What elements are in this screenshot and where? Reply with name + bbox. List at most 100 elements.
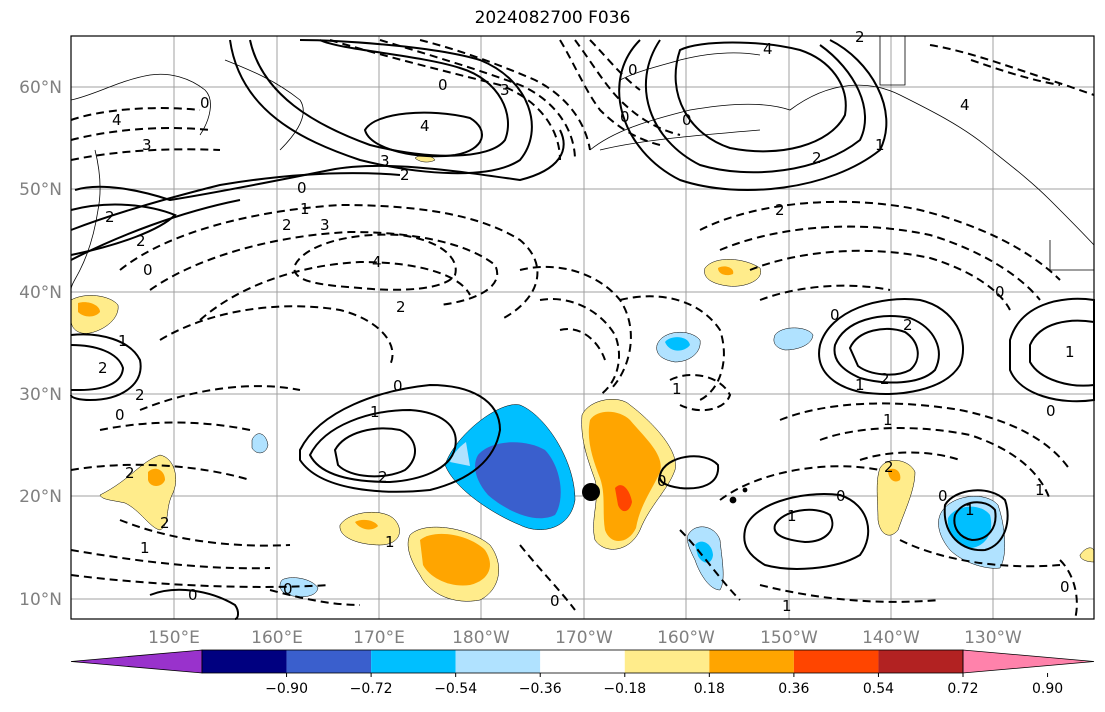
- contour-label: 2: [135, 386, 145, 404]
- lat-label: 40°N: [19, 283, 62, 303]
- colorbar-label: 0.36: [778, 681, 809, 697]
- lon-label: 150°W: [760, 628, 818, 648]
- contour-label: 0: [200, 94, 210, 112]
- contour-label: 0: [550, 592, 560, 610]
- contours-negative: [70, 39, 1095, 620]
- contour-label: 0: [628, 61, 638, 79]
- contour-label: 1: [1035, 481, 1045, 499]
- contour-label: 2: [98, 359, 108, 377]
- colorbar-label: −0.18: [603, 681, 646, 697]
- contour-label: 2: [160, 514, 170, 532]
- colorbar-label: 0.90: [1032, 681, 1063, 697]
- lon-label: 170°W: [555, 628, 613, 648]
- contour-label: 0: [297, 179, 307, 197]
- lat-label: 60°N: [19, 78, 62, 98]
- contour-label: 2: [125, 464, 135, 482]
- colorbar-label: −0.90: [265, 681, 308, 697]
- contour-label: 1: [672, 380, 682, 398]
- coastlines: [70, 36, 1095, 504]
- lon-label: 180°W: [452, 628, 510, 648]
- contour-label: 1: [883, 411, 893, 429]
- contour-label: 1: [385, 533, 395, 551]
- contour-label: 0: [938, 487, 948, 505]
- contour-label: 2: [400, 166, 410, 184]
- map-panel: 4 4 2 2 3 2 0 1 2 3 4 2 2 2 3 0 4 1 2 2 …: [70, 28, 1095, 620]
- contour-label: 0: [188, 586, 198, 604]
- contour-label: 1: [370, 403, 380, 421]
- colorbar-extension-high: [962, 649, 1095, 674]
- contour-labels: 4 4 2 2 3 2 0 1 2 3 4 2 2 2 3 0 4 1 2 2 …: [98, 28, 1075, 615]
- contour-label: 0: [115, 406, 125, 424]
- contour-label: 0: [830, 306, 840, 324]
- colorbar: −0.90 −0.72 −0.54 −0.36 −0.18 0.18 0.36 0.54 0.7…: [70, 649, 1095, 697]
- contour-label: 4: [763, 40, 773, 58]
- contour-label: 1: [855, 376, 865, 394]
- contour-label: 1: [875, 136, 885, 154]
- contour-label: 1: [300, 200, 310, 218]
- colorbar-label: −0.36: [519, 681, 562, 697]
- colorbar-segment: [286, 650, 372, 673]
- contour-label: 1: [140, 539, 150, 557]
- contour-label: 2: [884, 458, 894, 476]
- contour-label: 2: [855, 28, 865, 46]
- contour-label: 0: [143, 261, 153, 279]
- contour-label: 4: [372, 253, 382, 271]
- contour-label: 0: [1060, 578, 1070, 596]
- lon-label: 130°W: [964, 628, 1022, 648]
- contour-label: 3: [380, 152, 390, 170]
- map-title: 2024082700 F036: [474, 8, 631, 28]
- colorbar-frame: [201, 649, 964, 674]
- contour-label: 2: [812, 149, 822, 167]
- colorbar-label: 0.72: [947, 681, 978, 697]
- contour-label: 1: [787, 507, 797, 525]
- contour-label: 0: [393, 377, 403, 395]
- colorbar-segment: [624, 650, 710, 673]
- contour-label: 0: [438, 76, 448, 94]
- colorbar-extension-low: [70, 649, 203, 674]
- longitude-labels: 150°E 160°E 170°E 180°W 170°W 160°W 150°…: [148, 628, 1022, 648]
- lon-label: 160°E: [251, 628, 303, 648]
- contour-label: 0: [836, 487, 846, 505]
- contour-label: 4: [960, 96, 970, 114]
- latitude-labels: 60°N 50°N 40°N 30°N 20°N 10°N: [19, 78, 62, 610]
- contour-label: 0: [283, 580, 293, 598]
- colorbar-segment: [371, 650, 456, 673]
- contour-label: 0: [995, 283, 1005, 301]
- lon-label: 170°E: [353, 628, 405, 648]
- map-frame: [70, 35, 1095, 620]
- colorbar-label: −0.54: [434, 681, 477, 697]
- lon-label: 150°E: [148, 628, 200, 648]
- lat-label: 10°N: [19, 590, 62, 610]
- colorbar-label: −0.72: [350, 681, 393, 697]
- contour-label: 0: [682, 111, 692, 129]
- contour-label: 4: [112, 111, 122, 129]
- contour-label: 2: [282, 216, 292, 234]
- contour-label: 1: [782, 597, 792, 615]
- colorbar-segment: [878, 650, 963, 673]
- contour-label: 2: [136, 232, 146, 250]
- lat-label: 20°N: [19, 487, 62, 507]
- location-marker: [582, 483, 600, 501]
- map-background: [71, 36, 1094, 619]
- contour-label: 0: [657, 472, 667, 490]
- contour-label: 2: [903, 316, 913, 334]
- lat-label: 30°N: [19, 385, 62, 405]
- contour-label: 0: [620, 108, 630, 126]
- contour-label: 2: [880, 370, 890, 388]
- contour-label: 3: [320, 216, 330, 234]
- contour-label: 1: [1065, 343, 1075, 361]
- colorbar-segment: [793, 650, 879, 673]
- contour-label: 3: [142, 136, 152, 154]
- contour-label: 0: [1046, 402, 1056, 420]
- colorbar-segment: [709, 650, 794, 673]
- contours-positive: [70, 39, 1095, 620]
- contour-label: 2: [105, 208, 115, 226]
- lon-label: 160°W: [657, 628, 715, 648]
- colorbar-segment: [540, 650, 625, 673]
- contour-label: 2: [378, 468, 388, 486]
- colorbar-segment: [455, 650, 541, 673]
- colorbar-label: 0.54: [863, 681, 894, 697]
- contour-label: 2: [396, 298, 406, 316]
- colorbar-segment: [202, 650, 287, 673]
